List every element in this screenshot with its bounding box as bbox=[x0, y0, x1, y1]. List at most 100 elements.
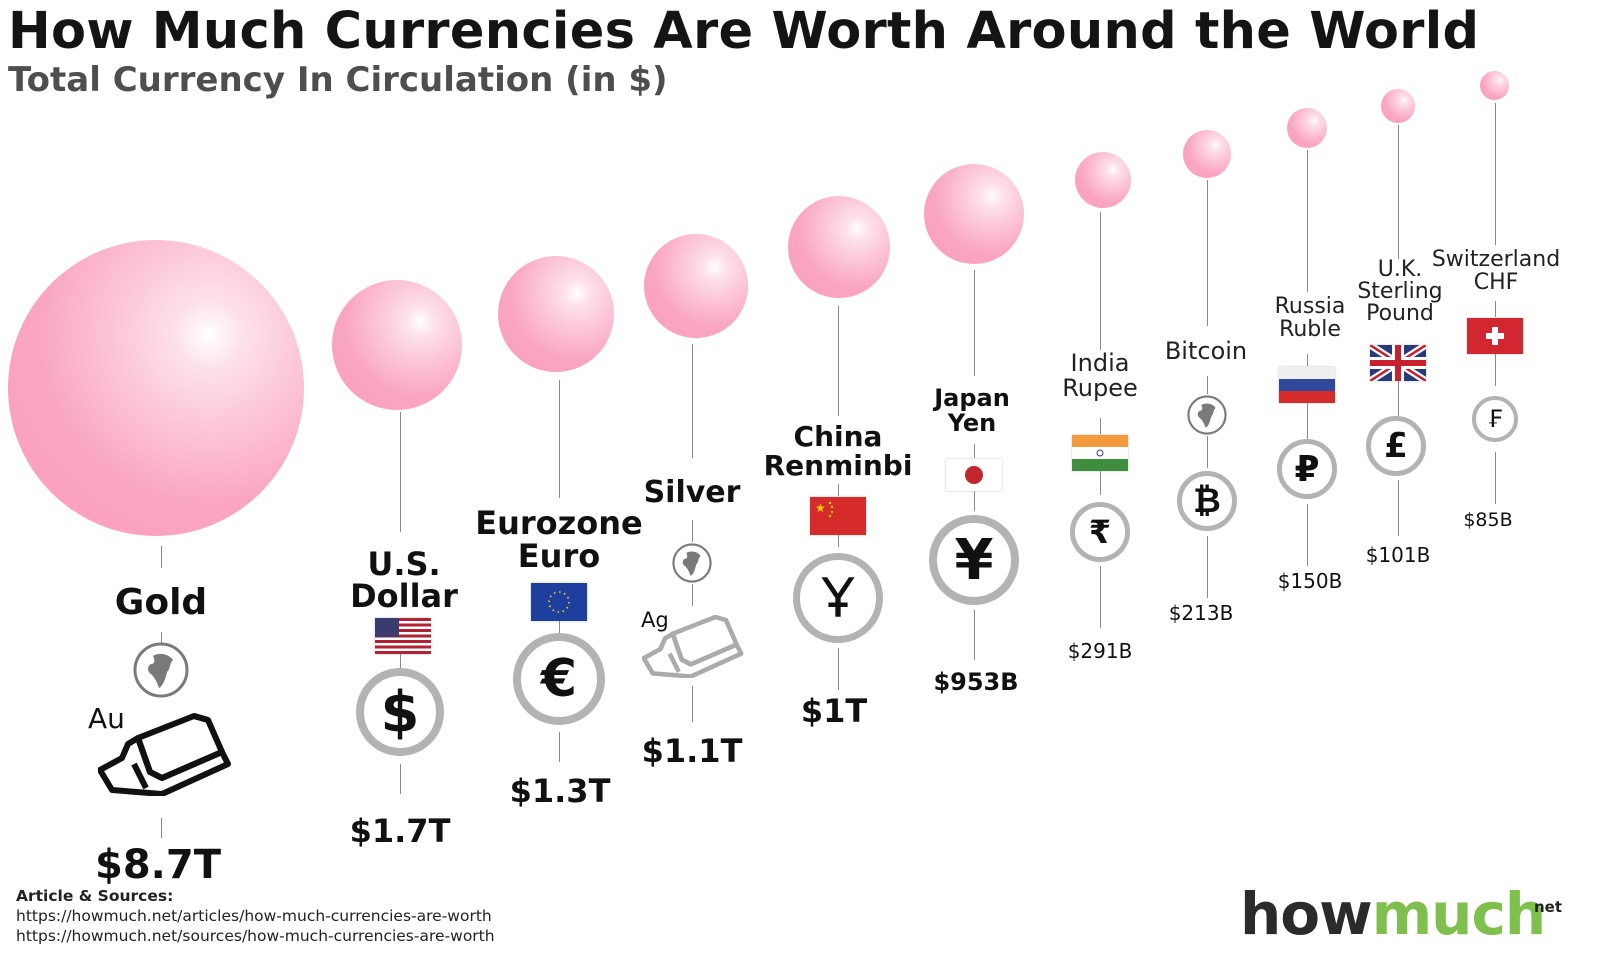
source-link-sources[interactable]: https://howmuch.net/sources/how-much-cur… bbox=[16, 927, 495, 945]
stem bbox=[1398, 381, 1399, 417]
value-switzerland: $85B bbox=[1463, 509, 1513, 531]
pound-coin-icon: £ bbox=[1366, 416, 1426, 476]
globe-icon bbox=[1187, 395, 1227, 435]
stem bbox=[1207, 376, 1208, 394]
logo-net: net bbox=[1534, 898, 1563, 916]
stem bbox=[692, 344, 693, 458]
renminbi-coin-icon: Ұ bbox=[793, 553, 883, 643]
bubble-china bbox=[788, 196, 890, 298]
india-flag-icon bbox=[1072, 435, 1128, 471]
label-us-dollar-line1: U.S. bbox=[367, 545, 441, 583]
globe-icon bbox=[672, 543, 712, 583]
bubble-japan bbox=[924, 164, 1024, 264]
element-label-au: Au bbox=[88, 702, 125, 735]
bubble-switzerland bbox=[1480, 71, 1509, 100]
stem bbox=[1100, 566, 1101, 628]
label-india-line1: India bbox=[1070, 349, 1130, 377]
value-russia: $150B bbox=[1277, 569, 1343, 593]
stem bbox=[1307, 150, 1308, 292]
stem bbox=[1207, 180, 1208, 326]
stem bbox=[1100, 418, 1101, 434]
label-japan-line2: Yen bbox=[947, 409, 997, 437]
label-russia-line2: Ruble bbox=[1279, 317, 1341, 342]
stem bbox=[692, 520, 693, 542]
stem bbox=[1100, 471, 1101, 495]
chart-subtitle: Total Currency In Circulation (in $) bbox=[8, 60, 668, 100]
svg-text:★: ★ bbox=[815, 501, 826, 515]
label-uk-line2: Sterling bbox=[1357, 279, 1443, 304]
stem bbox=[1207, 536, 1208, 598]
stem bbox=[1495, 301, 1496, 317]
chart-title: How Much Currencies Are Worth Around the… bbox=[8, 2, 1480, 61]
stem bbox=[838, 484, 839, 496]
stem bbox=[161, 632, 162, 644]
label-euro-line1: Eurozone bbox=[475, 504, 643, 542]
bubble-euro bbox=[498, 256, 614, 372]
value-gold: $8.7T bbox=[95, 842, 221, 888]
value-silver: $1.1T bbox=[641, 732, 743, 770]
label-us-dollar-line2: Dollar bbox=[350, 577, 458, 615]
label-china-line2: Renminbi bbox=[763, 449, 913, 482]
stem bbox=[161, 818, 162, 838]
stem bbox=[559, 621, 560, 633]
stem bbox=[1100, 212, 1101, 350]
bubble-us-dollar bbox=[332, 280, 462, 410]
stem bbox=[974, 610, 975, 660]
silver-bars-icon bbox=[642, 614, 744, 678]
value-india: $291B bbox=[1067, 639, 1133, 663]
uk-flag-icon bbox=[1370, 345, 1426, 381]
stem bbox=[559, 732, 560, 762]
stem bbox=[692, 584, 693, 606]
franc-coin-icon: ₣ bbox=[1472, 396, 1518, 442]
stem bbox=[1307, 403, 1308, 439]
bubble-silver bbox=[644, 234, 748, 338]
bubble-bitcoin bbox=[1183, 130, 1231, 178]
bubble-gold bbox=[8, 240, 304, 536]
stem bbox=[974, 444, 975, 458]
label-russia-line1: Russia bbox=[1274, 294, 1346, 319]
stem bbox=[400, 412, 401, 532]
bitcoin-coin-icon: ₿ bbox=[1177, 471, 1237, 531]
stem bbox=[559, 380, 560, 498]
label-switzerland-line1: Switzerland bbox=[1431, 247, 1561, 272]
stem bbox=[400, 764, 401, 794]
globe-icon bbox=[133, 642, 189, 698]
stem bbox=[838, 535, 839, 547]
label-switzerland-line2: CHF bbox=[1473, 270, 1519, 295]
stem bbox=[974, 270, 975, 376]
sources-heading: Article & Sources: bbox=[16, 887, 174, 905]
value-china: $1T bbox=[800, 692, 868, 730]
stem bbox=[1495, 354, 1496, 386]
stem bbox=[838, 648, 839, 690]
stem bbox=[400, 654, 401, 668]
label-china-line1: China bbox=[793, 420, 883, 453]
howmuch-logo: howmuch bbox=[1240, 880, 1546, 948]
dollar-coin-icon: $ bbox=[356, 668, 444, 756]
value-euro: $1.3T bbox=[509, 772, 611, 810]
stem bbox=[1495, 103, 1496, 245]
label-uk-line3: Pound bbox=[1366, 301, 1434, 326]
stem bbox=[692, 686, 693, 722]
stem bbox=[1398, 480, 1399, 536]
source-link-article[interactable]: https://howmuch.net/articles/how-much-cu… bbox=[16, 907, 492, 925]
china-flag-icon: ★ bbox=[810, 497, 866, 535]
label-euro-line2: Euro bbox=[517, 537, 601, 575]
eu-flag-icon bbox=[531, 583, 587, 621]
value-japan: $953B bbox=[933, 668, 1019, 696]
sources-block: Article & Sources: https://howmuch.net/a… bbox=[16, 886, 495, 946]
rupee-coin-icon: ₹ bbox=[1070, 502, 1130, 562]
logo-much: much bbox=[1371, 880, 1546, 948]
stem bbox=[1398, 125, 1399, 259]
ruble-coin-icon: ₽ bbox=[1277, 439, 1337, 499]
label-bitcoin: Bitcoin bbox=[1164, 337, 1248, 365]
gold-bars-icon bbox=[98, 713, 231, 796]
stem bbox=[974, 491, 975, 511]
euro-coin-icon: € bbox=[513, 633, 605, 725]
bubble-uk bbox=[1381, 89, 1415, 123]
stem bbox=[1307, 504, 1308, 566]
element-label-ag: Ag bbox=[641, 608, 669, 632]
stem bbox=[161, 546, 162, 568]
us-flag-icon bbox=[375, 618, 431, 654]
label-uk-line1: U.K. bbox=[1377, 257, 1423, 282]
value-bitcoin: $213B bbox=[1168, 601, 1234, 625]
